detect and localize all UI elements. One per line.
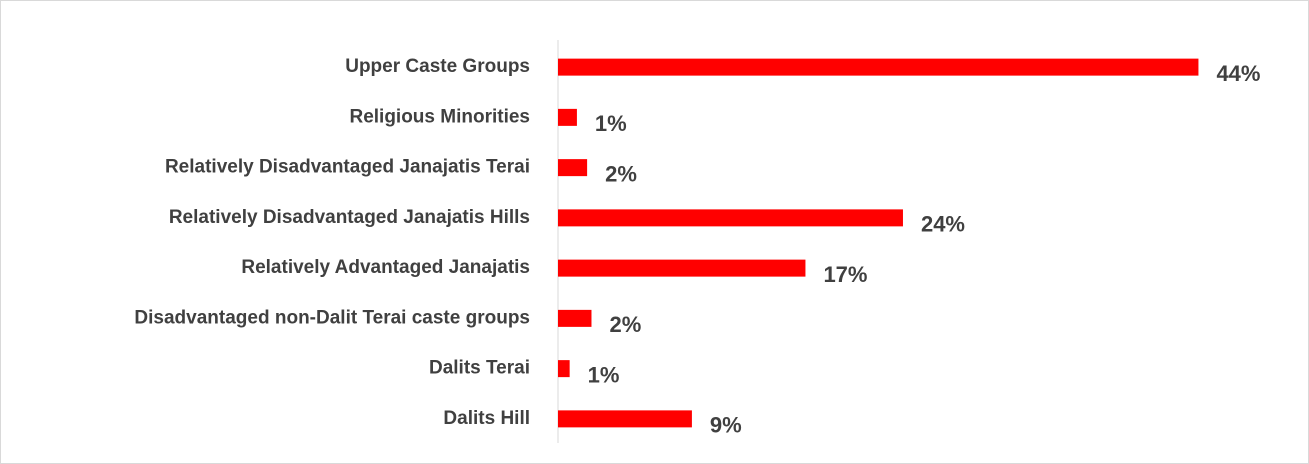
bar — [558, 259, 806, 277]
data-label: 9% — [710, 413, 742, 438]
y-tick-label: Relatively Disadvantaged Janajatis Terai — [165, 157, 530, 178]
y-tick-label: Dalits Terai — [429, 358, 530, 379]
y-tick-label: Relatively Disadvantaged Janajatis Hills — [169, 207, 530, 228]
bar — [558, 309, 592, 327]
y-tick-label: Dalits Hill — [443, 408, 530, 429]
data-label: 1% — [595, 111, 627, 136]
bar — [558, 108, 577, 126]
bar — [558, 159, 588, 177]
y-tick-label: Upper Caste Groups — [345, 56, 530, 77]
data-label: 44% — [1216, 61, 1260, 86]
y-tick-label: Relatively Advantaged Janajatis — [241, 257, 530, 278]
data-label: 17% — [823, 262, 867, 287]
bar — [558, 410, 692, 428]
data-label: 2% — [609, 312, 641, 337]
data-label: 1% — [588, 362, 620, 387]
bar — [558, 209, 903, 227]
data-label: 2% — [605, 161, 637, 186]
y-tick-label: Disadvantaged non-Dalit Terai caste grou… — [134, 307, 530, 328]
bar — [558, 360, 570, 378]
y-tick-label: Religious Minorities — [349, 106, 530, 127]
bar — [558, 58, 1199, 76]
data-label: 24% — [921, 212, 965, 237]
